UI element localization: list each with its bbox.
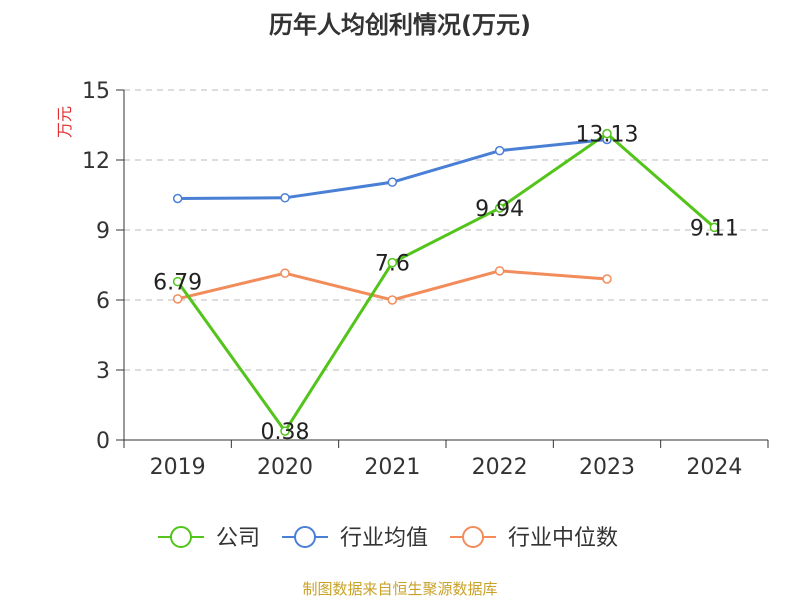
x-tick-label: 2019 bbox=[150, 455, 206, 480]
data-label: 9.94 bbox=[475, 197, 524, 222]
x-tick-label: 2021 bbox=[364, 455, 420, 480]
x-tick-label: 2020 bbox=[257, 455, 313, 480]
series-point-0 bbox=[280, 426, 290, 436]
x-tick-label: 2023 bbox=[579, 455, 635, 480]
data-label: 0.38 bbox=[261, 420, 310, 445]
data-labels: 6.79 0.38 7.6 9.94 13.13 9.11 bbox=[153, 123, 739, 446]
y-tick-label: 12 bbox=[82, 149, 110, 174]
data-label: 6.79 bbox=[153, 271, 202, 296]
y-tick-label: 15 bbox=[82, 79, 110, 104]
series-point-1 bbox=[387, 177, 398, 187]
data-label: 13.13 bbox=[576, 123, 639, 148]
x-tick-labels: 2019 2020 2021 2022 2023 2024 bbox=[150, 455, 743, 480]
series-point-0 bbox=[494, 203, 505, 213]
legend-label: 行业均值 bbox=[340, 526, 428, 551]
legend-marker bbox=[462, 526, 485, 548]
legend-label: 公司 bbox=[216, 526, 260, 551]
x-tick-label: 2024 bbox=[686, 455, 742, 480]
series-lines bbox=[172, 128, 720, 436]
y-tick-label: 9 bbox=[96, 219, 110, 244]
series-point-2 bbox=[602, 274, 612, 284]
legend: 公司 行业均值 行业中位数 bbox=[158, 526, 618, 551]
legend-marker bbox=[294, 526, 317, 548]
series-point-0 bbox=[172, 276, 183, 287]
series-point-2 bbox=[494, 266, 505, 276]
series-point-1 bbox=[494, 145, 505, 156]
data-label: 9.11 bbox=[690, 216, 739, 241]
axes bbox=[116, 89, 769, 448]
series-point-2 bbox=[172, 294, 183, 304]
series-point-0 bbox=[602, 128, 612, 139]
y-axis-label: 万元 bbox=[55, 106, 74, 138]
gridlines bbox=[124, 89, 768, 371]
series-point-2 bbox=[280, 268, 290, 278]
y-tick-labels: 0 3 6 9 12 15 bbox=[82, 79, 110, 454]
y-tick-label: 6 bbox=[96, 289, 110, 314]
series-point-1 bbox=[280, 193, 290, 203]
series-point-2 bbox=[387, 295, 398, 305]
series-line-1 bbox=[177, 137, 608, 200]
series-point-0 bbox=[709, 222, 720, 233]
y-tick-label: 3 bbox=[96, 359, 110, 384]
x-tick-label: 2022 bbox=[472, 455, 528, 480]
series-point-1 bbox=[172, 193, 183, 204]
chart-title: 历年人均创利情况(万元) bbox=[269, 11, 531, 39]
source-note: 制图数据来自恒生聚源数据库 bbox=[302, 580, 497, 598]
data-label: 7.6 bbox=[375, 252, 410, 277]
legend-label: 行业中位数 bbox=[508, 526, 618, 551]
series-point-0 bbox=[387, 257, 398, 268]
legend-marker bbox=[170, 526, 192, 548]
y-tick-label: 0 bbox=[96, 429, 110, 454]
series-line-0 bbox=[176, 132, 716, 433]
